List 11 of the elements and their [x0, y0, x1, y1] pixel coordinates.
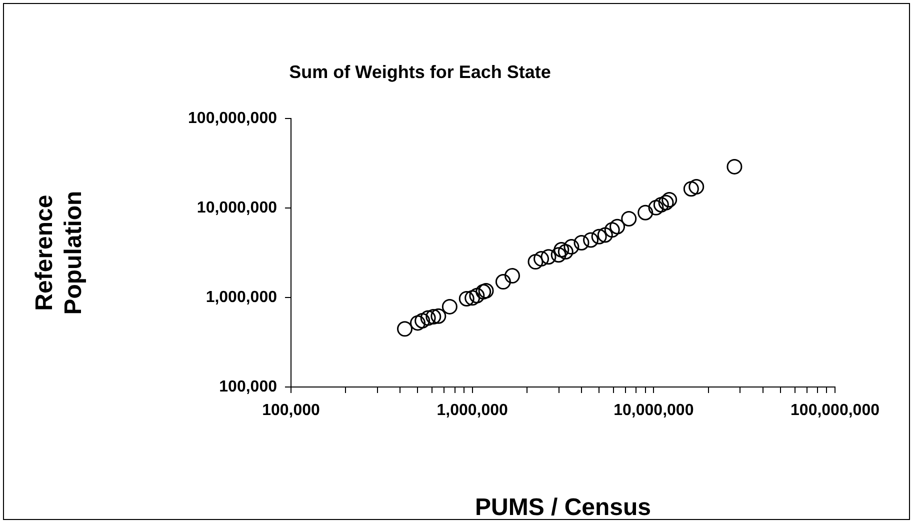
- x-tick-label: 1,000,000: [436, 402, 508, 420]
- y-tick-label: 100,000: [219, 378, 278, 396]
- y-tick-label: 10,000,000: [196, 199, 278, 216]
- y-tick-label: 100,000,000: [188, 110, 278, 128]
- x-tick-label: 100,000: [262, 402, 320, 420]
- y-tick-label: 1,000,000: [206, 288, 278, 306]
- x-tick-label: 10,000,000: [614, 402, 694, 420]
- x-tick-label: 100,000,000: [790, 402, 880, 420]
- y-axis-title: Reference Population: [31, 190, 87, 315]
- chart-title: Sum of Weights for Each State: [289, 62, 551, 82]
- x-axis-title: PUMS / Census: [474, 494, 652, 522]
